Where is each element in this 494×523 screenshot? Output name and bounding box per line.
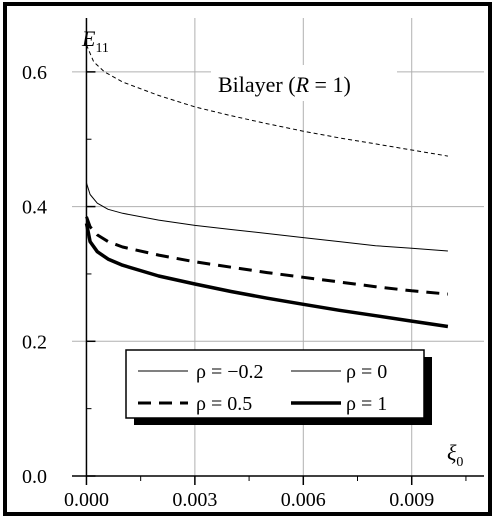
x-tick-label: 0.003: [172, 489, 217, 511]
axis-labels: E11 ξ0: [81, 26, 463, 470]
series-line-2: [85, 216, 449, 296]
y-tick-label: 0.0: [22, 466, 47, 488]
y-tick-label: 0.6: [22, 62, 47, 84]
series-line-1: [86, 182, 448, 252]
axes: 0.000 0.003 0.006 0.009 0.0 0.2 0.4 0.6: [22, 18, 484, 511]
series-layer: [84, 44, 449, 329]
legend-label-rho-1: ρ = 1: [346, 393, 387, 415]
series-line-3: [84, 223, 449, 329]
outer-frame: [3, 2, 492, 516]
legend-label-rho-0-5: ρ = 0.5: [196, 393, 252, 415]
x-tick-label: 0.000: [64, 489, 109, 511]
y-tick-label: 0.4: [22, 197, 47, 219]
legend: ρ = −0.2 ρ = 0 ρ = 0.5 ρ = 1: [125, 349, 432, 425]
annotation-label: Bilayer (R = 1): [218, 72, 351, 97]
legend-label-rho-minus-0-2: ρ = −0.2: [196, 361, 264, 383]
y-tick-label: 0.2: [22, 331, 47, 353]
y-axis-label: E11: [81, 26, 109, 56]
legend-box: [125, 349, 425, 419]
annotation-layer: Bilayer (R = 1): [211, 65, 397, 101]
x-tick-label: 0.006: [281, 489, 326, 511]
annotation-background: [211, 65, 397, 101]
legend-label-rho-0: ρ = 0: [346, 361, 387, 383]
x-axis-label: ξ0: [447, 440, 463, 470]
x-tick-label: 0.009: [389, 489, 434, 511]
